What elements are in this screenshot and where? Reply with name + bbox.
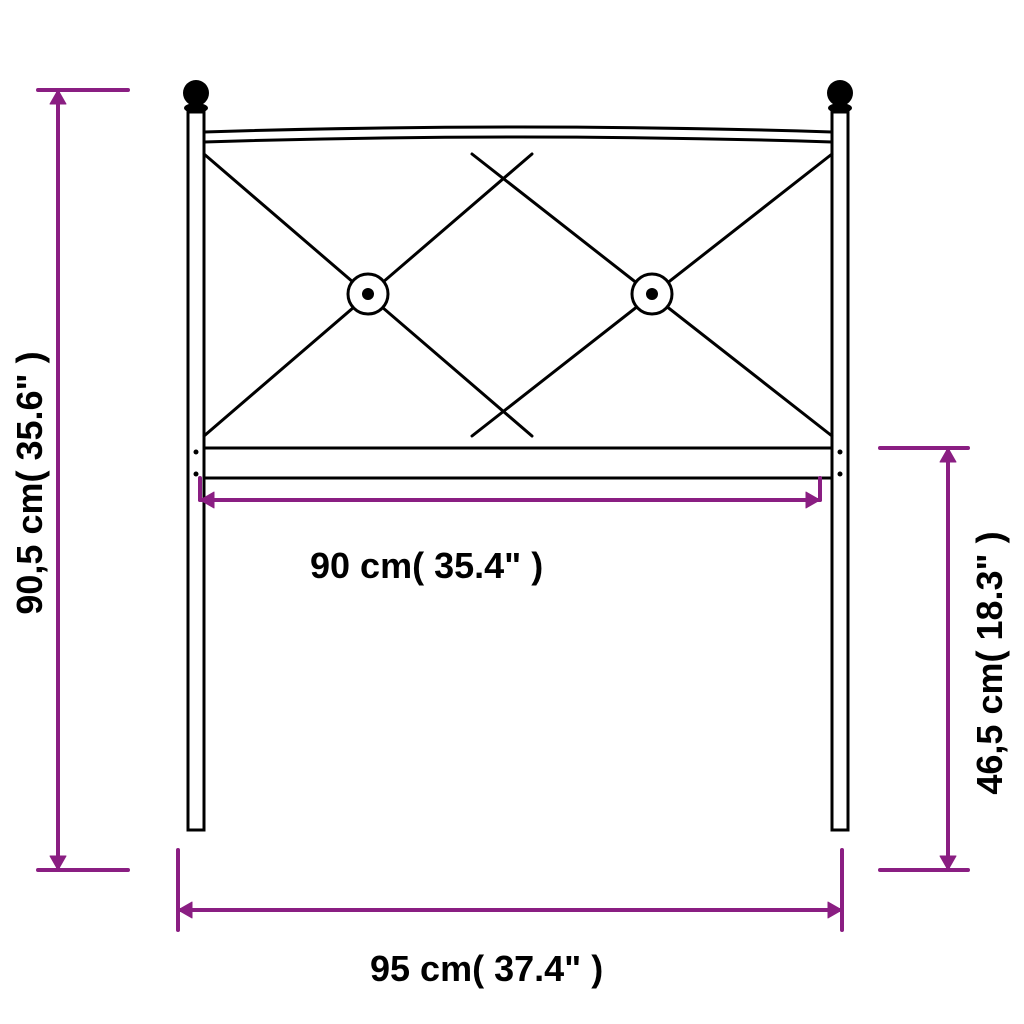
dim-label-inner-width: 90 cm( 35.4" )	[310, 545, 543, 587]
dim-label-height-total: 90,5 cm( 35.6" )	[9, 303, 51, 663]
dim-label-outer-width: 95 cm( 37.4" )	[370, 948, 603, 990]
dim-label-leg-height: 46,5 cm( 18.3" )	[969, 483, 1011, 843]
diagram-stage: 90,5 cm( 35.6" ) 90 cm( 35.4" ) 46,5 cm(…	[0, 0, 1024, 1024]
diagram-svg	[0, 0, 1024, 1024]
